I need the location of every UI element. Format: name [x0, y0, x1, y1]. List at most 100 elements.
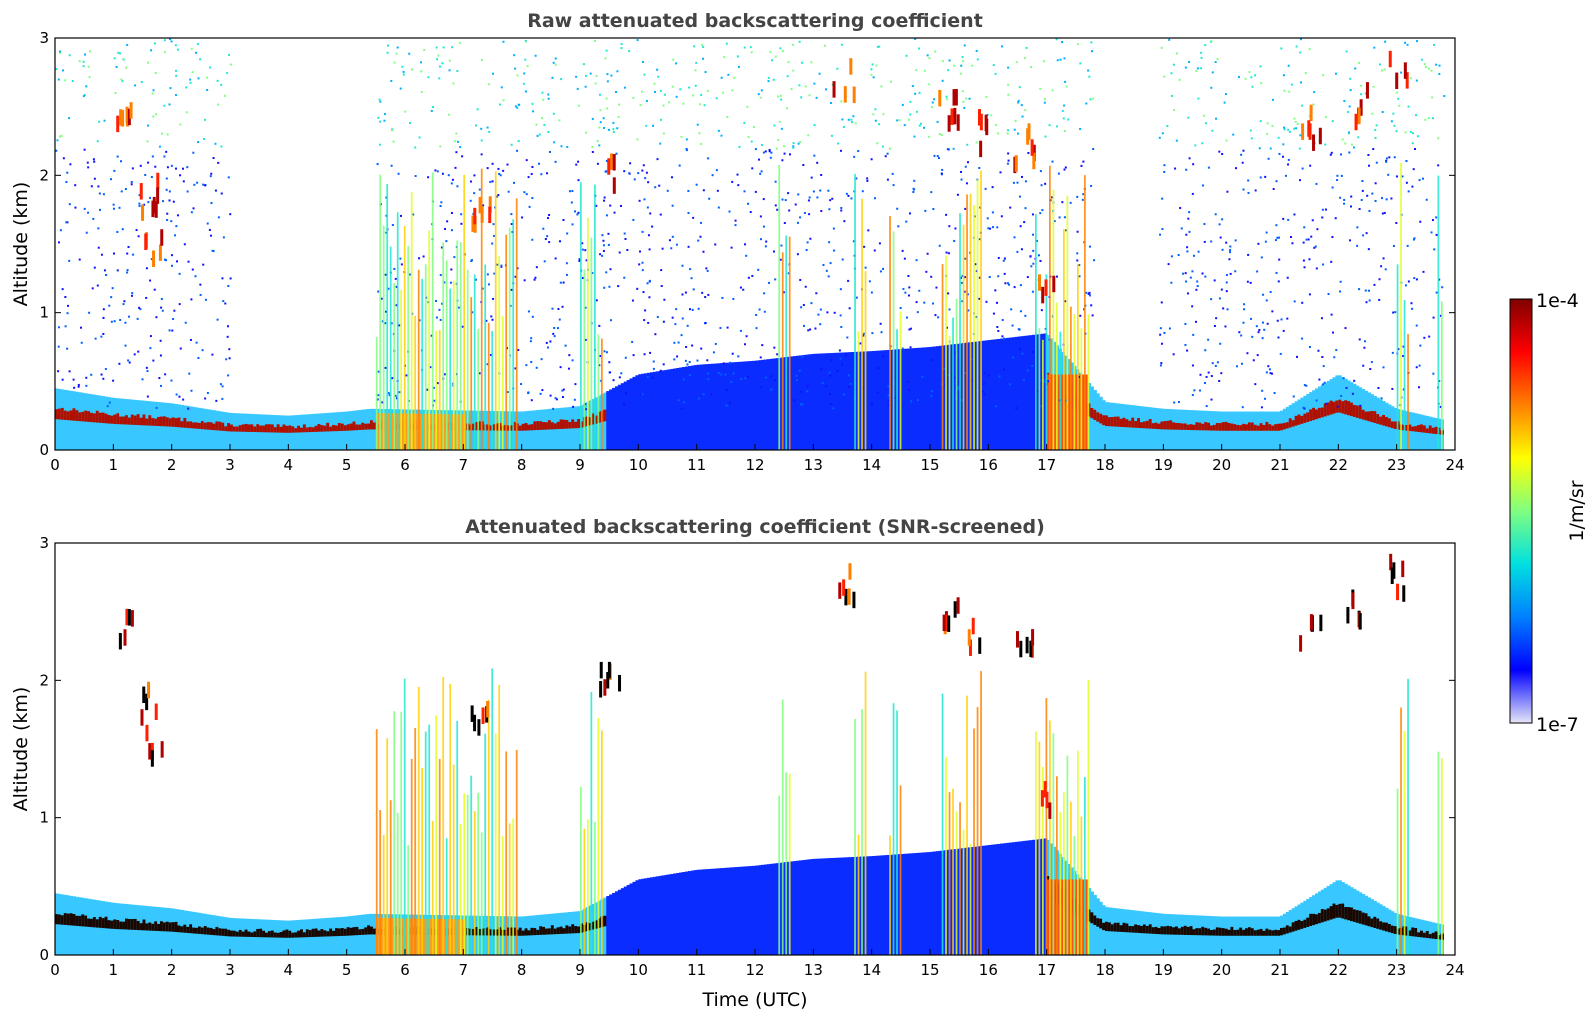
aerosol-column: [941, 850, 946, 955]
noise-speckle: [938, 244, 941, 247]
noise-speckle: [209, 175, 212, 178]
aerosol-strong-band: [241, 424, 246, 432]
noise-speckle: [947, 292, 950, 295]
noise-speckle: [620, 47, 623, 50]
noise-speckle: [547, 93, 550, 96]
noise-speckle: [1163, 170, 1166, 173]
noise-speckle: [80, 341, 83, 344]
noise-speckle: [624, 237, 627, 240]
plume-streak: [508, 227, 511, 450]
aerosol-column: [670, 873, 674, 955]
noise-speckle: [694, 84, 697, 87]
noise-speckle: [1184, 343, 1187, 346]
noise-speckle: [607, 243, 610, 246]
noise-speckle: [1087, 69, 1090, 72]
noise-speckle: [743, 190, 746, 193]
aerosol-column: [60, 389, 65, 450]
aerosol-strong-band: [1105, 415, 1109, 427]
x-tick-label: 13: [804, 961, 823, 979]
noise-speckle: [185, 111, 188, 114]
noise-speckle: [540, 173, 543, 176]
noise-speckle: [783, 145, 786, 148]
noise-speckle: [1298, 147, 1301, 150]
noise-speckle: [1313, 246, 1316, 249]
noise-speckle: [654, 333, 657, 336]
noise-speckle: [1265, 231, 1268, 234]
noise-speckle: [904, 291, 907, 294]
noise-speckle: [995, 301, 998, 304]
noise-speckle: [930, 275, 933, 278]
noise-speckle: [567, 367, 570, 370]
noise-speckle: [1188, 230, 1191, 233]
aerosol-strong-band: [1087, 403, 1092, 417]
noise-speckle: [547, 97, 550, 100]
aerosol-strong-band: [154, 418, 158, 426]
aerosol-column: [1207, 915, 1211, 955]
noise-speckle: [74, 206, 77, 209]
noise-speckle: [821, 381, 824, 384]
noise-speckle: [1087, 293, 1090, 296]
cloud-cell: [477, 719, 481, 736]
noise-speckle: [610, 74, 613, 77]
noise-speckle: [997, 329, 1000, 332]
noise-speckle: [909, 346, 912, 349]
noise-speckle: [935, 286, 938, 289]
noise-speckle: [1065, 229, 1068, 232]
noise-speckle: [1385, 157, 1388, 160]
noise-speckle: [1261, 337, 1264, 340]
aerosol-strong-band: [1221, 928, 1226, 936]
noise-speckle: [1423, 63, 1426, 66]
plume-streak: [1437, 175, 1440, 450]
aerosol-strong-band: [1189, 424, 1194, 431]
noise-speckle: [1224, 325, 1227, 328]
plume-streak: [421, 278, 424, 450]
aerosol-strong-band: [1347, 401, 1351, 416]
aerosol-strong-band: [352, 927, 357, 936]
aerosol-strong-band: [1195, 928, 1199, 936]
plume-streak: [966, 194, 968, 450]
noise-speckle: [605, 351, 608, 354]
plume-streak: [1052, 189, 1055, 450]
noise-speckle: [1432, 372, 1435, 375]
aerosol-column: [830, 857, 835, 955]
noise-speckle: [1058, 216, 1061, 219]
aerosol-strong-band: [1350, 402, 1354, 417]
noise-speckle: [1336, 174, 1339, 177]
aerosol-strong-band: [139, 923, 144, 931]
noise-speckle: [957, 387, 960, 390]
aerosol-strong-band: [1233, 424, 1237, 431]
noise-speckle: [754, 190, 757, 193]
aerosol-column: [539, 409, 543, 450]
aerosol-strong-band: [1116, 416, 1121, 427]
noise-speckle: [889, 147, 892, 150]
noise-speckle: [490, 315, 493, 318]
noise-speckle: [707, 378, 710, 381]
noise-speckle: [1407, 105, 1410, 108]
aerosol-column: [997, 338, 1001, 450]
noise-speckle: [763, 292, 766, 295]
x-tick-label: 3: [225, 456, 235, 474]
cloud-cell: [838, 582, 842, 599]
noise-speckle: [932, 208, 935, 211]
noise-speckle: [1348, 151, 1351, 154]
aerosol-strong-band: [209, 422, 214, 430]
noise-speckle: [1350, 195, 1353, 198]
aerosol-strong-band: [1431, 427, 1436, 434]
aerosol-column: [848, 352, 852, 450]
noise-speckle: [961, 300, 964, 303]
noise-speckle: [704, 296, 707, 299]
noise-speckle: [114, 92, 117, 95]
aerosol-column: [912, 853, 917, 955]
noise-speckle: [882, 113, 885, 116]
aerosol-strong-band: [1192, 424, 1197, 431]
noise-speckle: [688, 308, 691, 311]
plume-streak: [491, 330, 494, 450]
noise-speckle: [116, 230, 119, 233]
cloud-cell: [950, 108, 954, 125]
noise-speckle: [204, 397, 207, 400]
noise-speckle: [398, 391, 401, 394]
aerosol-column: [644, 878, 648, 955]
noise-speckle: [978, 238, 981, 241]
noise-speckle: [923, 301, 926, 304]
aerosol-strong-band: [87, 918, 91, 927]
